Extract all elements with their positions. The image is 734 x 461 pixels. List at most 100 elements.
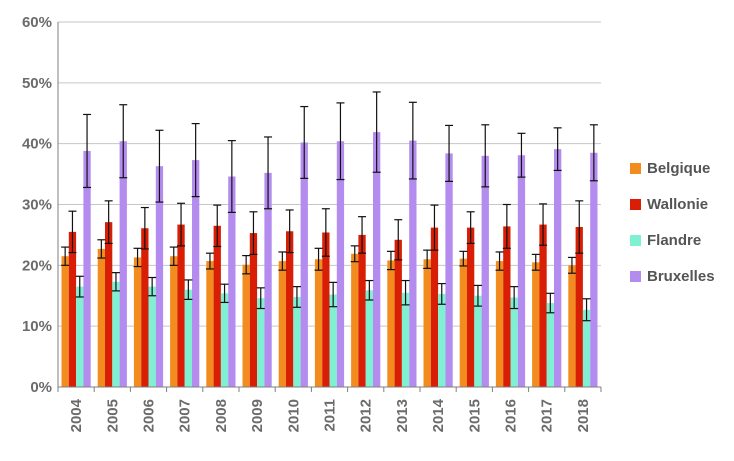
legend-item-wallonie: Wallonie — [630, 192, 715, 216]
y-tick-label: 30% — [22, 197, 52, 214]
x-tick-label: 2015 — [466, 399, 483, 432]
bar-belgique-2004 — [61, 256, 69, 387]
bar-wallonie-2018 — [575, 227, 583, 387]
bar-bruxelles-2018 — [590, 152, 598, 387]
legend-item-flandre: Flandre — [630, 228, 715, 252]
bar-wallonie-2008 — [213, 225, 221, 387]
legend-label: Bruxelles — [647, 267, 715, 285]
legend-swatch — [630, 270, 641, 282]
legend-swatch — [630, 234, 641, 246]
legend-item-bruxelles: Bruxelles — [630, 264, 715, 288]
bar-wallonie-2005 — [105, 222, 113, 387]
bar-bruxelles-2006 — [155, 166, 164, 387]
bar-flandre-2018 — [582, 309, 591, 387]
bar-flandre-2005 — [112, 281, 120, 387]
bar-wallonie-2006 — [141, 228, 149, 387]
y-tick-label: 40% — [22, 136, 52, 153]
y-tick-label: 20% — [22, 257, 52, 274]
legend-swatch — [630, 198, 641, 210]
legend-item-belgique: Belgique — [630, 156, 715, 180]
x-tick-label: 2016 — [503, 399, 520, 432]
bar-bruxelles-2017 — [554, 149, 562, 387]
x-tick-label: 2010 — [285, 399, 302, 432]
bar-belgique-2018 — [568, 265, 576, 387]
bar-flandre-2014 — [438, 293, 446, 387]
x-tick-label: 2012 — [358, 399, 375, 432]
bar-flandre-2010 — [293, 296, 301, 387]
bar-belgique-2005 — [97, 248, 105, 387]
error-bars — [61, 91, 598, 322]
x-axis-ticks: 2004 2005 2006 2007 2008 2009 2010 2011 2012 2013… — [68, 398, 592, 432]
legend: Belgique Wallonie Flandre Bruxelles — [630, 156, 715, 300]
legend-label: Flandre — [647, 231, 702, 249]
bar-flandre-2004 — [76, 286, 84, 387]
bar-bruxelles-2007 — [192, 160, 200, 387]
y-tick-label: 50% — [22, 75, 52, 92]
bar-belgique-2011 — [314, 259, 323, 387]
bar-wallonie-2011 — [322, 232, 330, 387]
bar-bruxelles-2004 — [83, 150, 91, 387]
x-tick-label: 2014 — [430, 398, 447, 432]
bar-bruxelles-2008 — [228, 176, 236, 387]
bar-wallonie-2015 — [467, 227, 475, 387]
bar-wallonie-2007 — [177, 224, 185, 387]
y-tick-label: 10% — [22, 318, 52, 335]
bar-bruxelles-2005 — [119, 141, 127, 387]
bar-wallonie-2016 — [503, 226, 511, 387]
bar-bruxelles-2010 — [300, 142, 308, 387]
x-tick-label: 2017 — [539, 399, 556, 432]
bar-bruxelles-2015 — [481, 155, 489, 387]
bar-flandre-2011 — [329, 294, 337, 387]
x-tick-label: 2005 — [104, 399, 121, 432]
bar-flandre-2009 — [257, 298, 265, 387]
y-tick-label: 60% — [22, 14, 52, 31]
bar-wallonie-2012 — [358, 234, 366, 387]
bars — [61, 132, 598, 387]
legend-label: Wallonie — [647, 195, 709, 213]
bar-wallonie-2013 — [394, 239, 402, 387]
bar-bruxelles-2016 — [517, 155, 526, 387]
bar-flandre-2016 — [510, 297, 518, 387]
bar-flandre-2013 — [401, 292, 410, 387]
legend-label: Belgique — [647, 159, 711, 177]
legend-swatch — [630, 162, 641, 174]
bar-belgique-2016 — [495, 261, 504, 387]
bar-flandre-2015 — [474, 295, 482, 387]
bar-belgique-2009 — [242, 264, 250, 387]
bar-wallonie-2010 — [286, 231, 294, 387]
bar-belgique-2012 — [351, 253, 359, 387]
bar-wallonie-2009 — [249, 233, 258, 387]
bar-belgique-2010 — [278, 261, 286, 387]
bar-flandre-2008 — [220, 293, 229, 387]
bar-wallonie-2014 — [430, 227, 439, 387]
x-tick-label: 2013 — [394, 399, 411, 432]
axes — [57, 22, 602, 392]
bar-wallonie-2004 — [68, 231, 77, 387]
x-tick-label: 2011 — [322, 399, 339, 432]
bar-flandre-2017 — [546, 303, 554, 387]
bar-belgique-2007 — [170, 256, 178, 387]
bar-bruxelles-2009 — [264, 172, 272, 387]
bar-bruxelles-2012 — [373, 132, 381, 387]
x-tick-label: 2006 — [141, 399, 158, 432]
x-tick-label: 2009 — [249, 399, 266, 432]
x-tick-label: 2007 — [177, 399, 194, 432]
bar-bruxelles-2013 — [409, 140, 417, 387]
bar-belgique-2014 — [423, 259, 431, 387]
bar-belgique-2006 — [133, 257, 142, 387]
bar-wallonie-2017 — [539, 224, 547, 387]
x-tick-label: 2004 — [68, 398, 85, 432]
bar-flandre-2006 — [148, 286, 156, 387]
bar-belgique-2015 — [459, 258, 467, 387]
bar-flandre-2007 — [184, 289, 192, 387]
bar-belgique-2013 — [387, 260, 395, 387]
y-tick-label: 0% — [30, 379, 52, 396]
bar-belgique-2008 — [206, 261, 214, 387]
x-tick-label: 2008 — [213, 399, 230, 432]
bar-belgique-2017 — [532, 262, 540, 387]
bar-bruxelles-2011 — [336, 141, 345, 387]
bar-bruxelles-2014 — [445, 153, 453, 387]
bar-flandre-2012 — [365, 290, 373, 387]
y-axis-ticks: 0% 10% 20% 30% 40% 50% 60% — [22, 14, 52, 396]
